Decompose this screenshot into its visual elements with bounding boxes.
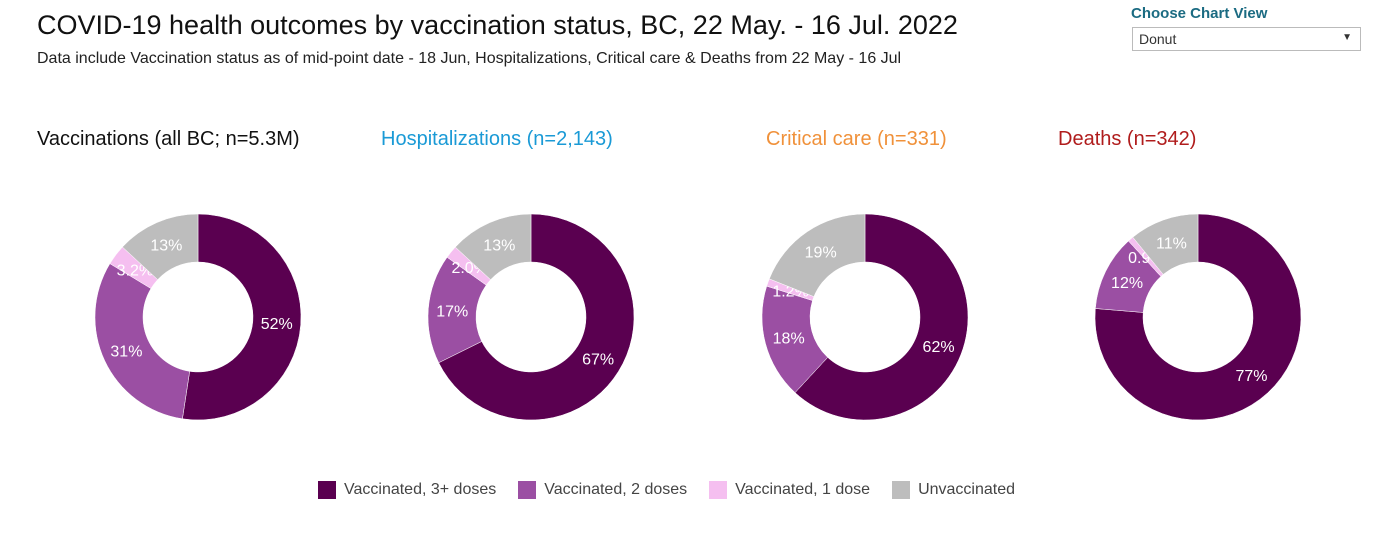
- slice-label: 12%: [1111, 275, 1143, 292]
- slice-label: 11%: [1156, 236, 1187, 253]
- slice-label: 62%: [923, 339, 955, 356]
- chart-view-value: Donut: [1139, 31, 1177, 47]
- chevron-down-icon: ▼: [1342, 32, 1352, 43]
- slice-label: 17%: [436, 304, 468, 321]
- chart-view-label: Choose Chart View: [1131, 5, 1268, 22]
- slice-label: 13%: [150, 238, 182, 255]
- donut-slice-unvaccinated[interactable]: [1132, 213, 1199, 275]
- chart-view-select[interactable]: Donut ▼: [1132, 27, 1361, 51]
- legend-item-3-doses[interactable]: Vaccinated, 3+ doses: [318, 481, 496, 499]
- legend: Vaccinated, 3+ doses Vaccinated, 2 doses…: [318, 481, 1037, 499]
- donut-slice-dose3[interactable]: [794, 213, 969, 421]
- slice-label: 52%: [261, 316, 293, 333]
- donut-slice-dose3[interactable]: [438, 213, 635, 421]
- donut-slice-dose2[interactable]: [94, 263, 190, 420]
- legend-swatch: [709, 481, 728, 499]
- donut-slice-dose3[interactable]: [1094, 213, 1302, 421]
- legend-swatch: [892, 481, 911, 499]
- legend-item-unvaccinated[interactable]: Unvaccinated: [892, 481, 1015, 499]
- donut-slice-unvaccinated[interactable]: [454, 213, 532, 281]
- donut-slice-unvaccinated[interactable]: [768, 213, 866, 297]
- donut-slice-unvaccinated[interactable]: [122, 213, 199, 280]
- legend-item-2-doses[interactable]: Vaccinated, 2 doses: [518, 481, 687, 499]
- slice-label: 13%: [483, 238, 515, 255]
- legend-swatch: [318, 481, 336, 499]
- slice-label: 19%: [805, 245, 837, 262]
- chart-title-critical-care: Critical care (n=331): [766, 128, 947, 150]
- page-title: COVID-19 health outcomes by vaccination …: [37, 10, 958, 40]
- slice-label: 18%: [773, 330, 805, 347]
- legend-swatch: [518, 481, 537, 499]
- slice-label: 31%: [110, 343, 142, 360]
- slice-label: 77%: [1235, 368, 1267, 385]
- chart-title-vaccinations: Vaccinations (all BC; n=5.3M): [37, 128, 300, 150]
- chart-title-deaths: Deaths (n=342): [1058, 128, 1197, 150]
- chart-title-hospitalizations: Hospitalizations (n=2,143): [381, 128, 613, 150]
- page-subtitle: Data include Vaccination status as of mi…: [37, 50, 902, 67]
- slice-label: 67%: [582, 352, 614, 369]
- legend-item-1-dose[interactable]: Vaccinated, 1 dose: [709, 481, 870, 499]
